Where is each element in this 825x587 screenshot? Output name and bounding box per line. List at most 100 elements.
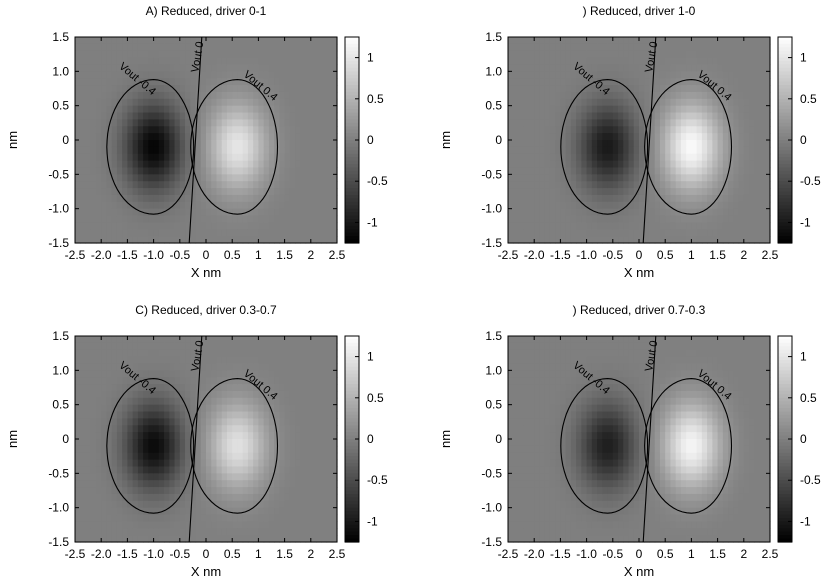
- heatmap-cell: [659, 126, 666, 134]
- heatmap-cell: [101, 160, 108, 169]
- heatmap-cell: [528, 181, 535, 189]
- heatmap-cell: [90, 507, 97, 516]
- heatmap-cell: [549, 194, 556, 203]
- heatmap-cell: [226, 535, 233, 543]
- colorbar-step: [778, 215, 792, 220]
- heatmap-cell: [206, 521, 212, 529]
- heatmap-cell: [743, 181, 750, 189]
- heatmap-cell: [759, 37, 766, 45]
- heatmap-cell: [200, 50, 207, 59]
- heatmap-cell: [623, 37, 630, 45]
- heatmap-cell: [211, 160, 218, 169]
- heatmap-cell: [316, 363, 322, 371]
- heatmap-cell: [80, 98, 87, 107]
- heatmap-cell: [628, 91, 635, 100]
- heatmap-cell: [216, 445, 223, 454]
- colorbar-step: [345, 342, 359, 347]
- heatmap-cell: [237, 439, 244, 447]
- heatmap-cell: [513, 112, 520, 120]
- heatmap-cell: [597, 37, 603, 45]
- heatmap-cell: [513, 146, 520, 155]
- heatmap-cell: [305, 98, 312, 107]
- heatmap-cell: [544, 201, 551, 210]
- heatmap-cell: [137, 188, 144, 196]
- contour-negative: [106, 79, 195, 215]
- heatmap-cell: [90, 112, 97, 120]
- heatmap-cell: [268, 105, 275, 114]
- heatmap-cell: [143, 85, 149, 93]
- heatmap-cell: [247, 91, 254, 100]
- heatmap-cell: [158, 236, 165, 244]
- heatmap-cell: [686, 222, 692, 230]
- heatmap-cell: [101, 146, 108, 155]
- heatmap-cell: [326, 222, 333, 230]
- heatmap-cell: [560, 188, 567, 196]
- heatmap-cell: [258, 336, 265, 344]
- heatmap-cell: [654, 167, 661, 175]
- heatmap-cell: [560, 126, 567, 134]
- heatmap-cell: [284, 514, 291, 522]
- heatmap-cell: [226, 229, 233, 237]
- heatmap-cell: [696, 229, 703, 237]
- heatmap-cell: [274, 181, 280, 189]
- heatmap-cell: [717, 105, 724, 114]
- heatmap-cell: [226, 91, 233, 100]
- heatmap-cell: [733, 208, 740, 217]
- heatmap-cell: [80, 153, 87, 162]
- heatmap-cell: [623, 181, 630, 189]
- heatmap-cell: [274, 188, 280, 196]
- heatmap-cell: [680, 236, 687, 244]
- heatmap-cell: [581, 119, 588, 127]
- heatmap-cell: [195, 370, 202, 378]
- heatmap-cell: [649, 43, 656, 52]
- heatmap-cell: [122, 194, 128, 203]
- heatmap-cell: [523, 71, 530, 79]
- heatmap-cell: [576, 236, 582, 244]
- heatmap-cell: [289, 78, 296, 86]
- heatmap-cell: [232, 466, 239, 474]
- heatmap-cell: [237, 336, 244, 344]
- heatmap-cell: [247, 384, 254, 392]
- heatmap-cell: [749, 50, 755, 59]
- heatmap-cell: [310, 215, 317, 223]
- heatmap-cell: [754, 105, 761, 114]
- heatmap-cell: [221, 404, 228, 413]
- heatmap-cell: [127, 91, 134, 100]
- heatmap-cell: [570, 208, 577, 217]
- heatmap-cell: [253, 229, 259, 237]
- heatmap-cell: [738, 222, 745, 230]
- heatmap-cell: [221, 342, 228, 351]
- heatmap-cell: [127, 64, 134, 72]
- heatmap-cell: [164, 452, 170, 461]
- heatmap-cell: [80, 487, 87, 495]
- heatmap-cell: [148, 188, 155, 196]
- heatmap-cell: [508, 153, 514, 162]
- heatmap-cell: [200, 43, 207, 52]
- heatmap-cell: [216, 98, 223, 107]
- heatmap-cell: [185, 181, 191, 189]
- colorbar-step: [778, 194, 792, 199]
- heatmap-cell: [247, 500, 254, 509]
- heatmap-cell: [586, 105, 593, 114]
- heatmap-cell: [513, 384, 520, 392]
- heatmap-cell: [733, 146, 740, 155]
- heatmap-cell: [158, 64, 165, 72]
- heatmap-cell: [122, 201, 128, 210]
- heatmap-cell: [232, 215, 239, 223]
- heatmap-cell: [221, 133, 228, 141]
- colorbar-step: [345, 360, 359, 365]
- heatmap-cell: [237, 174, 244, 182]
- heatmap-cell: [137, 146, 144, 155]
- heatmap-cell: [122, 432, 128, 440]
- heatmap-cell: [206, 473, 212, 481]
- heatmap-cell: [226, 452, 233, 461]
- heatmap-cell: [169, 507, 176, 516]
- heatmap-cell: [232, 229, 239, 237]
- heatmap-cell: [701, 78, 708, 86]
- heatmap-cell: [190, 215, 197, 223]
- heatmap-cell: [539, 112, 546, 120]
- heatmap-cell: [310, 201, 317, 210]
- heatmap-cell: [659, 146, 666, 155]
- heatmap-cell: [237, 188, 244, 196]
- heatmap-cell: [226, 445, 233, 454]
